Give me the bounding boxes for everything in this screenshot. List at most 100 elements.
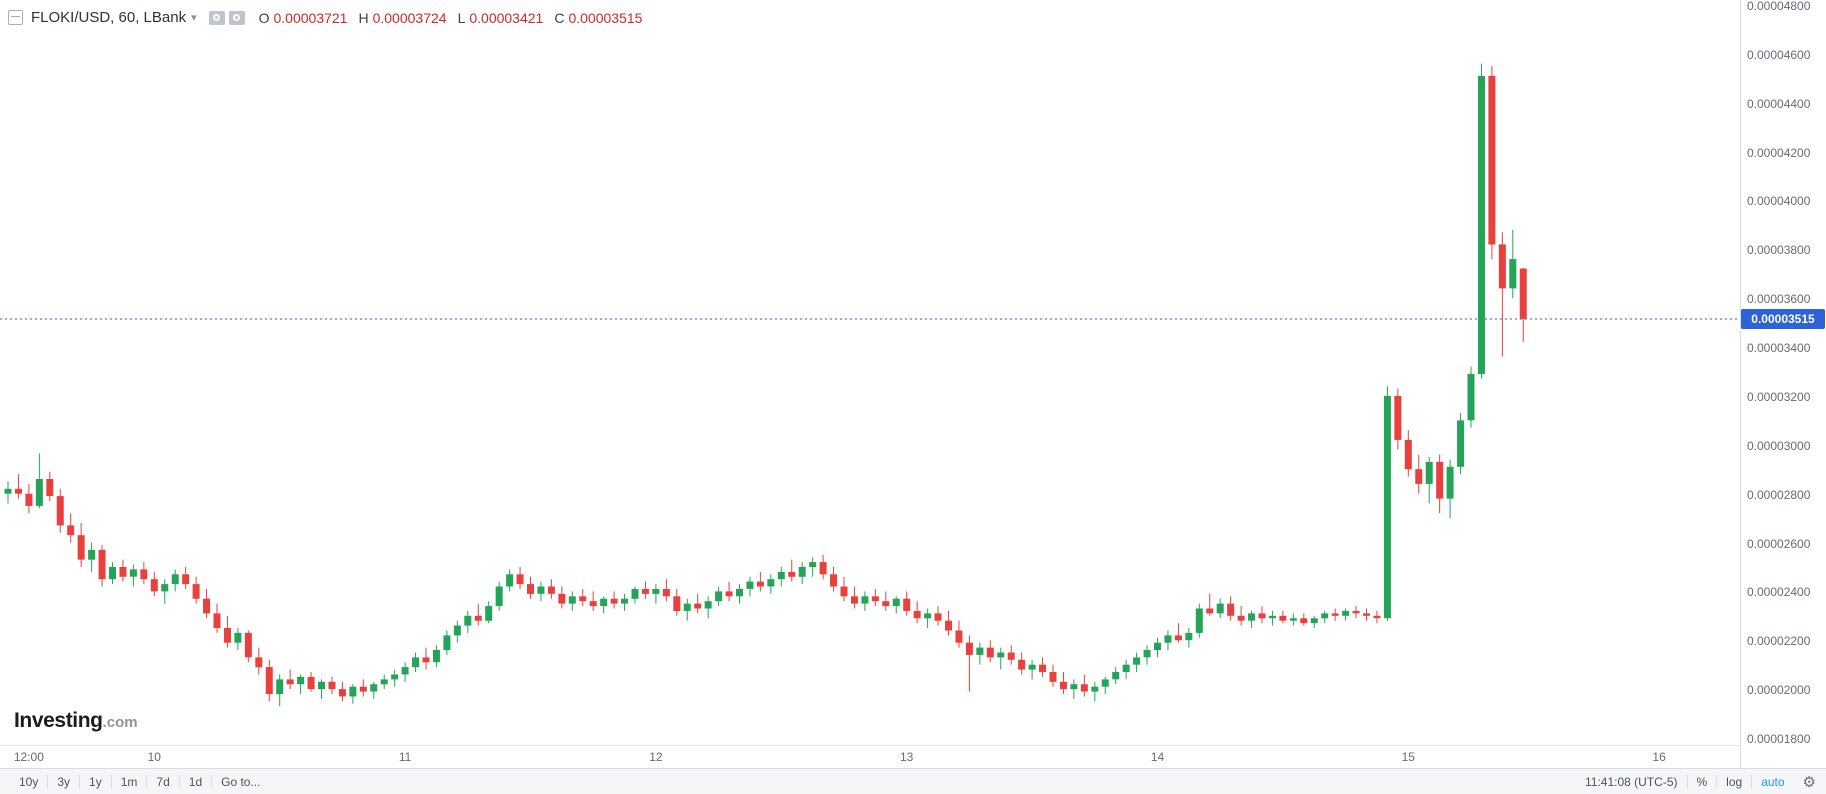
candle bbox=[297, 674, 305, 694]
candle bbox=[338, 681, 346, 702]
candle bbox=[109, 562, 116, 585]
candle bbox=[945, 610, 952, 636]
price-tick-label: 0.00003600 bbox=[1747, 292, 1811, 307]
chart-legend: FLOKI/USD, 60, LBank ▾ O 0.00003721 H 0.00… bbox=[8, 9, 653, 26]
candle bbox=[276, 674, 284, 707]
candle bbox=[641, 581, 649, 599]
candle bbox=[380, 674, 388, 690]
candle bbox=[1059, 672, 1067, 694]
range-button-1m[interactable]: 1m bbox=[112, 773, 147, 791]
range-button-7d[interactable]: 7d bbox=[147, 773, 178, 791]
candle bbox=[610, 591, 618, 609]
candle bbox=[1404, 430, 1412, 477]
candle bbox=[1154, 637, 1161, 658]
candle bbox=[213, 603, 221, 633]
candle bbox=[1415, 454, 1423, 494]
gear-icon[interactable]: ⚙ bbox=[1802, 773, 1816, 791]
candle bbox=[1258, 606, 1266, 624]
candle bbox=[255, 647, 263, 675]
divider bbox=[110, 775, 112, 788]
candle bbox=[903, 591, 911, 616]
chevron-down-icon[interactable]: ▾ bbox=[191, 12, 197, 24]
candle bbox=[777, 567, 785, 587]
price-tick-label: 0.00004200 bbox=[1747, 145, 1811, 160]
candle bbox=[129, 564, 137, 587]
divider bbox=[1686, 775, 1688, 788]
candle bbox=[25, 483, 33, 514]
investing-logo[interactable]: Investing.com bbox=[14, 710, 138, 731]
candle bbox=[725, 581, 733, 602]
candle bbox=[1383, 386, 1391, 621]
candle bbox=[307, 672, 315, 692]
open-readout: O 0.00003721 bbox=[259, 10, 348, 26]
candle bbox=[976, 642, 984, 665]
candle bbox=[631, 586, 639, 604]
candle bbox=[652, 584, 660, 604]
range-button-3y[interactable]: 3y bbox=[48, 773, 79, 791]
price-axis[interactable]: 0.00003515 0.00004800 0.00004600 0.0000440… bbox=[1740, 0, 1826, 768]
chart-main: FLOKI/USD, 60, LBank ▾ O 0.00003721 H 0.00… bbox=[0, 0, 1826, 768]
candle bbox=[161, 579, 169, 604]
candle bbox=[715, 586, 723, 607]
candle bbox=[286, 669, 294, 690]
candle bbox=[1143, 645, 1151, 665]
candle bbox=[1352, 606, 1360, 619]
divider bbox=[1716, 775, 1718, 788]
candle bbox=[850, 586, 858, 609]
candle bbox=[694, 593, 702, 614]
range-button-10y[interactable]: 10y bbox=[10, 773, 47, 791]
time-axis[interactable]: 12:00 10 11 12 13 14 15 16 bbox=[0, 746, 1740, 768]
goto-button[interactable]: Go to... bbox=[212, 773, 269, 791]
time-tick-label: 14 bbox=[1150, 750, 1165, 764]
candle bbox=[67, 513, 75, 543]
candle bbox=[1477, 63, 1485, 379]
candle bbox=[965, 635, 973, 692]
candle bbox=[673, 589, 681, 616]
range-button-1y[interactable]: 1y bbox=[80, 773, 111, 791]
candle bbox=[1091, 681, 1099, 702]
candle bbox=[589, 591, 597, 611]
candle bbox=[203, 589, 211, 619]
candle bbox=[1049, 664, 1057, 687]
chart-canvas[interactable]: FLOKI/USD, 60, LBank ▾ O 0.00003721 H 0.00… bbox=[0, 0, 1740, 746]
hollow-circle-icon bbox=[233, 14, 241, 21]
candle bbox=[547, 579, 555, 599]
range-button-1d[interactable]: 1d bbox=[180, 773, 211, 791]
legend-quick-button-1[interactable] bbox=[208, 10, 225, 25]
candle bbox=[527, 576, 534, 599]
candle bbox=[1174, 623, 1182, 643]
divider bbox=[1751, 775, 1753, 788]
candle bbox=[391, 669, 399, 687]
candle bbox=[46, 471, 54, 501]
price-tick-label: 0.00002000 bbox=[1747, 683, 1811, 698]
candle bbox=[1373, 610, 1381, 624]
candle bbox=[464, 610, 472, 633]
price-tick-label: 0.00002200 bbox=[1747, 634, 1811, 649]
price-tick-label: 0.00003800 bbox=[1747, 243, 1811, 258]
candle bbox=[1133, 652, 1141, 672]
candle bbox=[1436, 454, 1444, 514]
bottom-toolbar: 10y 3y 1y 1m 7d 1d Go to... 11:41:08 (UTC-5) … bbox=[0, 768, 1826, 794]
percent-scale-button[interactable]: % bbox=[1688, 773, 1717, 791]
candle bbox=[1498, 232, 1506, 357]
candle bbox=[913, 601, 921, 624]
clock-readout: 11:41:08 (UTC-5) bbox=[1585, 774, 1678, 789]
candle bbox=[558, 586, 566, 609]
candle bbox=[318, 679, 325, 699]
candle bbox=[767, 574, 775, 594]
price-tick-label: 0.00003000 bbox=[1747, 438, 1811, 453]
price-tick-label: 0.00002400 bbox=[1747, 585, 1811, 600]
ohlc-readout: O 0.00003721 H 0.00003724 L 0.00003421 C 0.0… bbox=[259, 10, 654, 26]
auto-scale-button[interactable]: auto bbox=[1752, 773, 1793, 791]
legend-quick-button-2[interactable] bbox=[228, 10, 245, 25]
close-value: 0.00003515 bbox=[568, 9, 643, 26]
log-scale-button[interactable]: log bbox=[1717, 773, 1751, 791]
collapse-panel-icon[interactable] bbox=[8, 10, 23, 25]
candle bbox=[1279, 610, 1287, 624]
candle bbox=[736, 584, 743, 604]
candle bbox=[77, 523, 85, 567]
divider bbox=[211, 775, 213, 788]
symbol-title[interactable]: FLOKI/USD, 60, LBank bbox=[31, 9, 187, 26]
candle bbox=[882, 591, 890, 611]
candle bbox=[516, 567, 524, 589]
